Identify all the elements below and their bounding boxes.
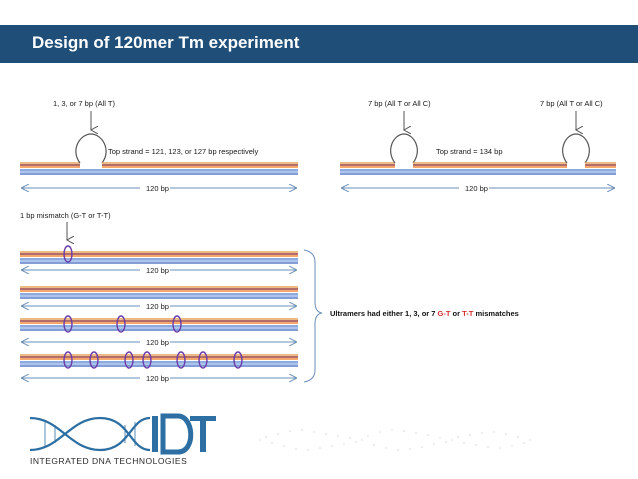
mismatch-oval bbox=[116, 315, 126, 333]
duplex-2 bbox=[20, 286, 298, 299]
panel-hairpin-right: 7 bp (All T or All C) 7 bp (All T or All… bbox=[340, 99, 616, 193]
mismatch-oval bbox=[142, 351, 152, 369]
top-strand bbox=[20, 133, 298, 168]
idt-wordmark bbox=[152, 413, 216, 455]
bottom-strand bbox=[20, 169, 298, 175]
idt-logo: INTEGRATED DNA TECHNOLOGIES bbox=[29, 413, 531, 466]
top-strand bbox=[340, 133, 616, 168]
mismatch-oval bbox=[172, 315, 182, 333]
grouping-bracket bbox=[303, 249, 323, 383]
title-bar: Design of 120mer Tm experiment bbox=[0, 25, 638, 63]
hairpin-loop bbox=[75, 133, 107, 164]
hairpin-loop-2 bbox=[562, 133, 590, 164]
mismatch-oval bbox=[63, 245, 73, 263]
mismatch-oval bbox=[198, 351, 208, 369]
mismatch-oval bbox=[63, 315, 73, 333]
loop-label-1: 7 bp (All T or All C) bbox=[368, 99, 431, 108]
length-label-1: 120 bp bbox=[146, 266, 169, 275]
length-label-4: 120 bp bbox=[146, 374, 169, 383]
length-label-3: 120 bp bbox=[146, 338, 169, 347]
length-label-2: 120 bp bbox=[146, 302, 169, 311]
mismatch-summary: Ultramers had either 1, 3, or 7 G-T or T… bbox=[330, 309, 519, 318]
mismatch-oval bbox=[124, 351, 134, 369]
length-label: 120 bp bbox=[146, 184, 169, 193]
hairpin-loop-1 bbox=[390, 133, 418, 164]
loop-label: 1, 3, or 7 bp (All T) bbox=[53, 99, 115, 108]
mismatch-label: 1 bp mismatch (G-T or T-T) bbox=[20, 211, 111, 220]
mismatch-oval bbox=[233, 351, 243, 369]
mismatch-oval bbox=[176, 351, 186, 369]
duplex-4 bbox=[20, 351, 298, 369]
duplex-3 bbox=[20, 315, 298, 333]
length-label: 120 bp bbox=[465, 184, 488, 193]
bottom-strand bbox=[340, 169, 616, 175]
mismatch-oval bbox=[63, 351, 73, 369]
loop-label-2: 7 bp (All T or All C) bbox=[540, 99, 603, 108]
company-name: INTEGRATED DNA TECHNOLOGIES bbox=[30, 456, 187, 466]
helix-strand-icon bbox=[29, 416, 151, 452]
mismatch-oval bbox=[89, 351, 99, 369]
panel-hairpin-left: 1, 3, or 7 bp (All T) Top strand = 121, … bbox=[20, 99, 298, 193]
panel-mismatch: 1 bp mismatch (G-T or T-T) 120 bp 120 bp bbox=[20, 211, 519, 384]
duplex-1 bbox=[20, 245, 298, 264]
helix-strand-icon bbox=[29, 416, 151, 452]
waveform-decoration bbox=[259, 429, 531, 451]
slide-title: Design of 120mer Tm experiment bbox=[32, 33, 300, 52]
top-strand-label: Top strand = 121, 123, or 127 bp respect… bbox=[108, 147, 259, 156]
top-strand-label: Top strand = 134 bp bbox=[436, 147, 503, 156]
